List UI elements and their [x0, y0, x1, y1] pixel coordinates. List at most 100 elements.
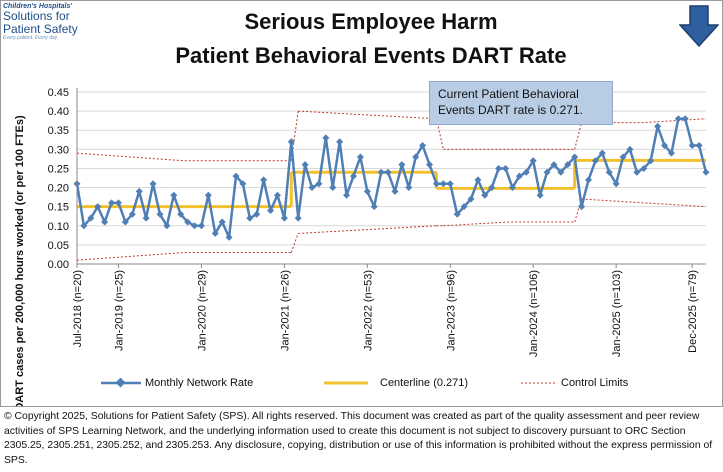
data-point — [197, 222, 205, 230]
data-point — [384, 168, 392, 176]
chart-title-line-1: Serious Employee Harm — [244, 9, 498, 34]
data-point — [322, 134, 330, 142]
data-point — [578, 203, 586, 211]
data-point — [377, 168, 385, 176]
data-point — [163, 222, 171, 230]
data-point — [114, 199, 122, 207]
legend-limits-swatch — [521, 382, 557, 384]
data-point — [460, 203, 468, 211]
sps-logo: Children's Hospitals' Solutions for Pati… — [3, 3, 113, 41]
logo-line-1: Children's Hospitals' — [3, 3, 73, 10]
x-tick-label: Jan-2024 (n=106) — [528, 270, 540, 357]
data-point — [619, 153, 627, 161]
data-point — [564, 161, 572, 169]
data-point — [667, 149, 675, 157]
y-tick-label: 0.15 — [48, 202, 69, 214]
data-point — [329, 184, 337, 192]
data-point — [315, 180, 323, 188]
lower-control-limit — [443, 221, 575, 227]
data-point — [204, 191, 212, 199]
data-point — [156, 210, 164, 218]
data-point — [211, 229, 219, 237]
legend-series-swatch — [101, 378, 141, 388]
copyright-footer: © Copyright 2025, Solutions for Patient … — [4, 411, 713, 466]
y-tick-label: 0.25 — [48, 163, 69, 175]
upper-control-limit — [298, 110, 437, 120]
data-point — [142, 214, 150, 222]
data-point — [177, 210, 185, 218]
data-point — [633, 168, 641, 176]
data-point — [681, 115, 689, 123]
down-arrow-icon — [679, 5, 719, 47]
data-point — [101, 218, 109, 226]
x-tick-label: Jan-2019 (n=25) — [113, 270, 125, 351]
y-tick-label: 0.35 — [48, 125, 69, 137]
data-point — [287, 138, 295, 146]
data-point — [654, 122, 662, 130]
data-point — [239, 180, 247, 188]
data-point — [349, 172, 357, 180]
data-point — [267, 206, 275, 214]
data-point — [502, 164, 510, 172]
data-point — [474, 176, 482, 184]
y-axis-label: DART cases per 200,000 hours worked (or … — [14, 115, 26, 406]
data-point — [557, 168, 565, 176]
data-point — [128, 210, 136, 218]
data-point — [571, 153, 579, 161]
data-point — [412, 153, 420, 161]
series-line — [75, 117, 708, 239]
data-point — [605, 168, 613, 176]
data-point — [273, 191, 281, 199]
data-point — [280, 214, 288, 222]
lower-control-limit — [76, 252, 292, 261]
legend-centerline-label: Centerline (0.271) — [380, 377, 469, 389]
data-point — [356, 153, 364, 161]
data-point — [391, 187, 399, 195]
x-tick-label: Jan-2022 (n=53) — [362, 270, 374, 351]
data-point — [495, 164, 503, 172]
data-point — [260, 176, 268, 184]
data-point — [522, 168, 530, 176]
data-point — [419, 142, 427, 150]
y-tick-label: 0.45 — [48, 87, 69, 99]
data-point — [170, 191, 178, 199]
data-point — [640, 164, 648, 172]
data-point — [584, 176, 592, 184]
data-point — [149, 180, 157, 188]
current-rate-callout: Current Patient Behavioral Events DART r… — [429, 81, 613, 125]
data-point — [191, 222, 199, 230]
data-point — [446, 180, 454, 188]
data-point — [294, 214, 302, 222]
data-point — [370, 203, 378, 211]
data-point — [543, 168, 551, 176]
upper-control-limit — [76, 152, 292, 162]
data-point — [218, 218, 226, 226]
x-tick-label: Jan-2023 (n=96) — [445, 270, 457, 351]
data-point — [467, 195, 475, 203]
data-point — [591, 157, 599, 165]
legend-centerline-swatch — [324, 381, 368, 385]
logo-line-2: Solutions for — [3, 9, 70, 24]
upper-control-limit-join — [574, 122, 583, 150]
y-tick-label: 0.05 — [48, 240, 69, 252]
x-tick-label: Jul-2018 (n=20) — [72, 270, 84, 347]
data-point — [598, 149, 606, 157]
data-point — [695, 142, 703, 150]
data-point — [702, 168, 710, 176]
lower-control-limit — [298, 225, 437, 234]
data-point — [135, 187, 143, 195]
y-tick-label: 0.00 — [48, 259, 69, 271]
legend-item-limits: Control Limits — [521, 377, 628, 389]
data-point — [647, 157, 655, 165]
data-point — [253, 210, 261, 218]
data-point — [426, 161, 434, 169]
legend-item-centerline: Centerline (0.271) — [324, 377, 468, 389]
data-point — [453, 210, 461, 218]
legend-limits-label: Control Limits — [561, 377, 629, 389]
data-point — [488, 184, 496, 192]
data-point — [184, 218, 192, 226]
chart-title-line-2: Patient Behavioral Events DART Rate — [175, 43, 567, 68]
data-point — [550, 161, 558, 169]
y-tick-label: 0.10 — [48, 221, 69, 233]
x-tick-label: Jan-2025 (n=103) — [611, 270, 623, 357]
